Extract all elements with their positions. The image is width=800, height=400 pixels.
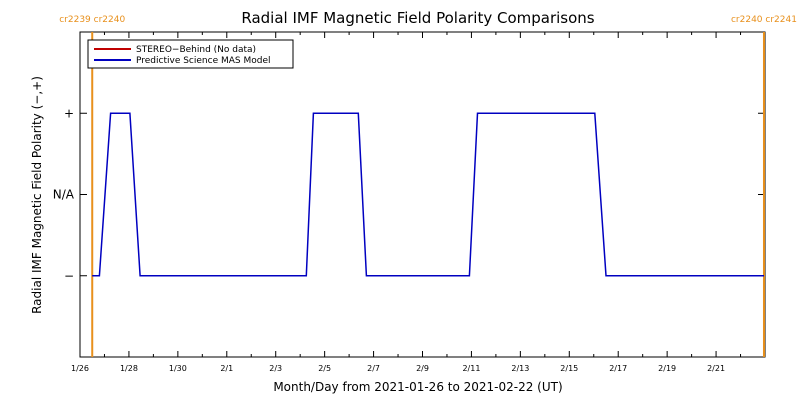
- y-axis-label: Radial IMF Magnetic Field Polarity (−,+): [30, 76, 44, 314]
- x-tick-label: 1/28: [120, 364, 138, 373]
- y-tick-label: N/A: [53, 188, 75, 202]
- carrington-label: cr2240 cr2241: [731, 15, 797, 25]
- plot-frame: [79, 31, 766, 358]
- legend-label: Predictive Science MAS Model: [136, 56, 271, 66]
- series-lines: [92, 112, 764, 277]
- y-axis: + N/A −: [53, 106, 765, 283]
- x-tick-label: 2/7: [367, 364, 380, 373]
- x-tick-label: 1/30: [169, 364, 187, 373]
- carrington-markers: cr2239 cr2240 cr2240 cr2241: [59, 15, 797, 357]
- x-axis: 1/26 1/28 1/30 2/1 2/3 2/5 2/7 2/9 2/11 2/13 2/15 2…: [71, 32, 742, 373]
- carrington-label: cr2239 cr2240: [59, 15, 125, 25]
- x-axis-label: Month/Day from 2021-01-26 to 2021-02-22 …: [273, 380, 562, 394]
- y-tick-label: +: [64, 106, 74, 120]
- x-tick-label: 2/19: [658, 364, 676, 373]
- chart-title: Radial IMF Magnetic Field Polarity Compa…: [241, 9, 594, 27]
- x-tick-label: 2/3: [269, 364, 282, 373]
- series-line: [92, 112, 764, 277]
- x-tick-label: 2/17: [609, 364, 627, 373]
- x-tick-label: 2/15: [560, 364, 578, 373]
- x-tick-label: 2/11: [462, 364, 480, 373]
- x-tick-label: 2/9: [416, 364, 429, 373]
- x-tick-label: 2/13: [511, 364, 529, 373]
- x-tick-label: 2/1: [220, 364, 233, 373]
- x-tick-label: 1/26: [71, 364, 89, 373]
- x-tick-label: 2/5: [318, 364, 331, 373]
- legend: STEREO−Behind (No data)Predictive Scienc…: [87, 39, 294, 69]
- legend-label: STEREO−Behind (No data): [136, 45, 256, 55]
- x-tick-label: 2/21: [707, 364, 725, 373]
- y-tick-label: −: [64, 269, 74, 283]
- legend-box: [87, 39, 294, 69]
